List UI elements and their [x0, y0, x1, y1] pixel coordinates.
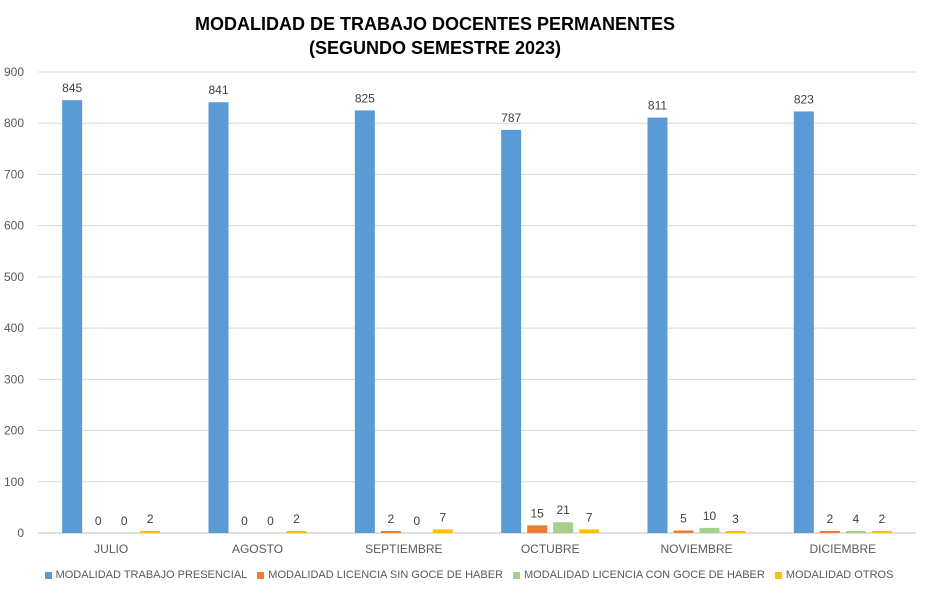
data-label: 3 [732, 512, 739, 526]
legend-label: MODALIDAD LICENCIA CON GOCE DE HABER [524, 569, 765, 581]
y-tick-label: 200 [4, 424, 24, 438]
x-tick-label: OCTUBRE [521, 542, 580, 556]
bar [793, 111, 814, 534]
bar [699, 527, 720, 533]
data-label: 845 [62, 81, 82, 95]
bar [286, 531, 307, 533]
data-label: 0 [267, 514, 274, 528]
data-label: 0 [121, 514, 128, 528]
bar [579, 529, 600, 533]
data-label: 10 [703, 509, 717, 523]
y-tick-label: 400 [4, 321, 24, 335]
data-label: 2 [826, 512, 833, 526]
y-tick-label: 0 [17, 526, 24, 540]
data-label: 0 [95, 514, 102, 528]
x-tick-label: SEPTIEMBRE [365, 542, 442, 556]
bar [553, 522, 574, 533]
bar [673, 530, 694, 533]
bar [62, 100, 83, 533]
bar [140, 531, 161, 533]
legend-swatch [257, 571, 265, 579]
y-axis-ticks: 0 100 200 300 400 500 600 700 800 900 [4, 65, 24, 540]
x-tick-label: NOVIEMBRE [660, 542, 732, 556]
bar [845, 530, 866, 533]
data-label: 2 [387, 512, 394, 526]
data-label: 0 [413, 514, 420, 528]
bar [380, 531, 401, 533]
legend-item: MODALIDAD LICENCIA CON GOCE DE HABER [513, 569, 765, 581]
x-tick-label: AGOSTO [232, 542, 283, 556]
bar [819, 531, 840, 533]
data-label: 2 [293, 512, 300, 526]
y-tick-label: 500 [4, 270, 24, 284]
bar [432, 529, 453, 533]
data-label: 5 [680, 511, 687, 525]
y-tick-label: 600 [4, 219, 24, 233]
y-tick-label: 100 [4, 475, 24, 489]
data-label: 7 [439, 510, 446, 524]
bar [501, 129, 522, 533]
gridlines [38, 71, 916, 534]
bar [871, 531, 892, 533]
data-label: 2 [878, 512, 885, 526]
data-label: 15 [530, 506, 544, 520]
data-label: 787 [501, 111, 521, 125]
data-labels: 845 0 0 2 841 0 0 2 825 2 0 7 787 15 21 7 811 5 10 3 823 2 4 2 [62, 81, 885, 528]
chart-title: MODALIDAD DE TRABAJO DOCENTES PERMANENTE… [0, 12, 870, 60]
x-tick-label: DICIEMBRE [809, 542, 876, 556]
data-label: 823 [794, 92, 814, 106]
data-label: 811 [648, 99, 667, 113]
legend: MODALIDAD TRABAJO PRESENCIAL MODALIDAD LI… [0, 569, 938, 581]
bar [647, 117, 668, 534]
data-label: 0 [241, 514, 248, 528]
bar [527, 525, 548, 533]
y-tick-label: 700 [4, 167, 24, 181]
bar [208, 102, 229, 534]
x-axis-ticks: JULIO AGOSTO SEPTIEMBRE OCTUBRE NOVIEMBRE DIC… [94, 542, 876, 556]
legend-label: MODALIDAD TRABAJO PRESENCIAL [55, 569, 248, 581]
chart-subtitle: (SEGUNDO SEMESTRE 2023) [308, 38, 562, 58]
data-label: 21 [556, 503, 570, 517]
legend-item: MODALIDAD OTROS [774, 569, 894, 581]
legend-label: MODALIDAD LICENCIA SIN GOCE DE HABER [268, 569, 504, 581]
y-tick-label: 300 [4, 372, 24, 386]
x-tick-label: JULIO [94, 542, 128, 556]
y-tick-label: 800 [4, 116, 24, 130]
y-tick-label: 900 [4, 65, 24, 79]
data-label: 825 [355, 91, 375, 105]
bar [354, 110, 375, 534]
data-label: 4 [852, 512, 859, 526]
legend-item: MODALIDAD LICENCIA SIN GOCE DE HABER [257, 569, 503, 581]
bar [725, 531, 746, 533]
legend-label: MODALIDAD OTROS [785, 569, 894, 581]
legend-item: MODALIDAD TRABAJO PRESENCIAL [44, 569, 248, 581]
data-label: 841 [208, 83, 228, 97]
legend-swatch [774, 571, 782, 579]
data-label: 2 [147, 512, 154, 526]
legend-swatch [513, 571, 521, 579]
legend-swatch [44, 571, 52, 579]
bars [62, 100, 892, 534]
chart-title-line: MODALIDAD DE TRABAJO DOCENTES PERMANENTE… [194, 14, 676, 34]
data-label: 7 [586, 510, 593, 524]
